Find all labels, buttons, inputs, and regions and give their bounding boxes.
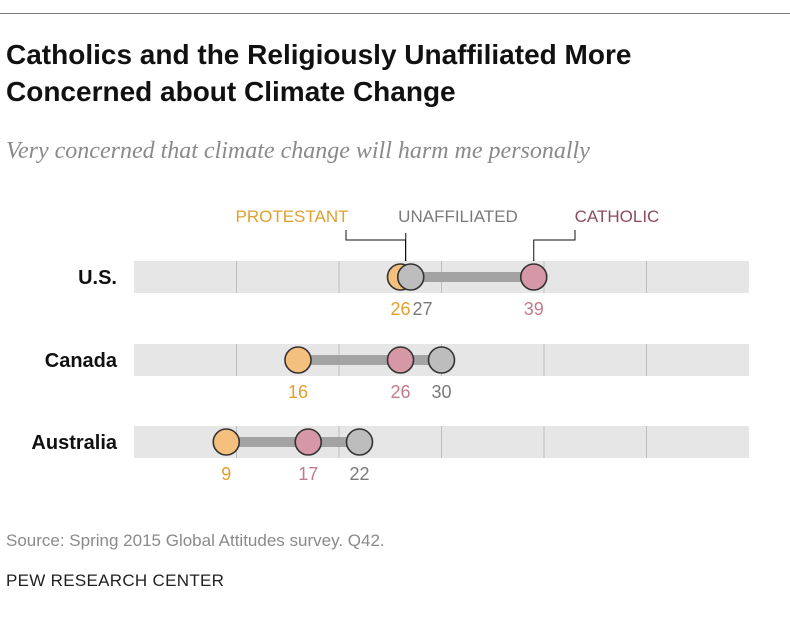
row-label: Canada xyxy=(45,350,118,372)
row-label: Australia xyxy=(31,432,117,454)
top-rule xyxy=(0,13,790,14)
unaffiliated-value-label: 30 xyxy=(431,382,451,402)
catholic-leader xyxy=(533,230,576,264)
protestant-leader xyxy=(345,230,406,264)
unaffiliated-value-label: 22 xyxy=(349,464,369,484)
unaffiliated-value-label: 27 xyxy=(412,299,432,319)
catholic-value-label: 26 xyxy=(390,382,410,402)
chart-row: U.S. 26 27 39 xyxy=(78,261,749,319)
protestant-dot xyxy=(212,428,241,456)
unaffiliated-dot xyxy=(396,263,425,291)
legend-protestant-label: PROTESTANT xyxy=(235,207,348,226)
unaffiliated-dot xyxy=(427,346,456,374)
catholic-value-label: 17 xyxy=(298,464,318,484)
catholic-value-label: 39 xyxy=(524,299,544,319)
legend: PROTESTANT UNAFFILIATED CATHOLIC xyxy=(235,207,660,266)
catholic-dot xyxy=(386,346,415,374)
chart-title: Catholics and the Religiously Unaffiliat… xyxy=(6,39,632,107)
chart-row: Canada 16 30 26 xyxy=(45,344,749,402)
chart-subtitle: Very concerned that climate change will … xyxy=(6,138,590,164)
unaffiliated-dot xyxy=(345,428,374,456)
legend-catholic-label: CATHOLIC xyxy=(575,207,660,226)
legend-leader-lines xyxy=(345,230,576,266)
protestant-dot xyxy=(284,346,312,374)
catholic-dot xyxy=(519,263,548,291)
catholic-dot xyxy=(294,428,323,456)
legend-unaffiliated-label: UNAFFILIATED xyxy=(398,207,518,226)
protestant-value-label: 16 xyxy=(288,382,308,402)
credit-line: PEW RESEARCH CENTER xyxy=(6,571,225,590)
chart-row: Australia 9 22 17 xyxy=(31,426,749,484)
row-label: U.S. xyxy=(78,267,117,289)
protestant-value-label: 9 xyxy=(221,464,231,484)
protestant-value-label: 26 xyxy=(390,299,410,319)
source-note: Source: Spring 2015 Global Attitudes sur… xyxy=(6,531,385,550)
dot-range-chart: PROTESTANT UNAFFILIATED CATHOLIC U.S.26 2… xyxy=(31,207,749,484)
